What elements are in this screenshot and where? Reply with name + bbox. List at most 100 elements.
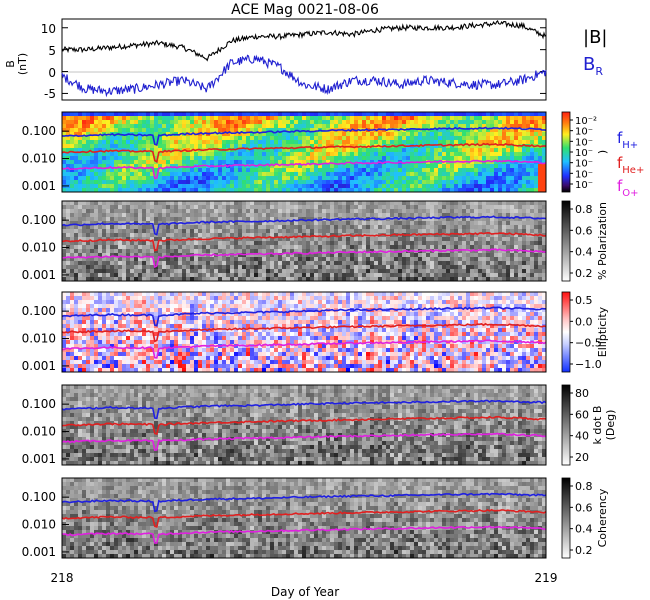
heat-cell [254,160,259,165]
heat-cell [514,221,519,226]
heat-cell [450,241,455,246]
heat-cell [286,233,291,238]
heat-cell [70,184,75,189]
heat-cell [170,184,175,189]
heat-cell [218,221,223,226]
heat-cell [530,152,535,157]
heat-cell [154,213,159,218]
heat-cell [122,201,127,206]
heat-cell [262,201,267,206]
heat-cell [118,152,123,157]
heat-cell [466,233,471,238]
heat-cell [514,241,519,246]
heat-cell [526,156,531,161]
heat-cell [514,136,519,141]
heat-cell [370,269,375,274]
heat-cell [478,237,483,242]
heat-cell [70,164,75,169]
heat-cell [250,225,255,230]
heat-cell [394,168,399,173]
heat-cell [514,164,519,169]
heat-cell [218,160,223,165]
heat-cell [86,188,91,193]
heat-cell [414,269,419,274]
heat-cell [534,277,539,282]
heat-cell [498,237,503,242]
heat-cell [378,184,383,189]
heat-cell [106,184,111,189]
heat-cell [250,156,255,161]
heat-cell [174,144,179,149]
heat-cell [474,253,479,258]
heat-cell [422,221,427,226]
heat-cell [166,160,171,165]
heat-cell [110,128,115,133]
heat-cell [86,136,91,141]
heat-cell [190,209,195,214]
heat-cell [110,180,115,185]
heat-cell [226,245,231,250]
heat-cell [202,176,207,181]
heat-cell [434,184,439,189]
heat-cell [454,201,459,206]
heat-cell [354,273,359,278]
heat-cell [62,164,67,169]
heat-cell [218,237,223,242]
heat-cell [266,233,271,238]
heat-cell [278,257,283,262]
heat-cell [258,168,263,173]
heat-cell [474,120,479,125]
heat-cell [262,176,267,181]
heat-cell [62,320,67,325]
heat-cell [390,201,395,206]
heat-cell [222,229,227,234]
heat-cell [74,233,79,238]
heat-cell [462,249,467,254]
heat-cell [490,233,495,238]
heat-cell [350,140,355,145]
heat-cell [370,253,375,258]
heat-cell [250,116,255,121]
heat-cell [122,221,127,226]
heat-cell [238,273,243,278]
heat-cell [302,205,307,210]
legend-fh-main: f [617,129,623,147]
heat-cell [538,241,543,246]
heat-cell [82,128,87,133]
heat-cell [110,277,115,282]
heat-cell [210,112,215,117]
heat-cell [494,253,499,258]
heat-cell [110,273,115,278]
heat-cell [182,209,187,214]
heat-cell [214,249,219,254]
heat-cell [154,140,159,145]
heat-cell [274,148,279,153]
heat-cell [66,277,71,282]
heat-cell [66,172,71,177]
heat-cell [234,132,239,137]
heat-cell [458,205,463,210]
heat-cell [90,180,95,185]
heat-cell [402,140,407,145]
heat-cell [78,116,83,121]
heat-cell [454,176,459,181]
heat-cell [370,257,375,262]
heat-cell [190,144,195,149]
heat-cell [362,152,367,157]
heat-cell [146,273,151,278]
heat-cell [194,140,199,145]
heat-cell [174,269,179,274]
heat-cell [538,273,543,278]
heat-cell [182,176,187,181]
heat-cell [130,156,135,161]
heat-cell [98,273,103,278]
heat-cell [430,176,435,181]
heat-cell [158,265,163,270]
heat-cell [166,245,171,250]
heat-cell [506,277,511,282]
heat-cell [282,112,287,117]
heat-cell [138,221,143,226]
heat-cell [202,225,207,230]
heat-cell [282,261,287,266]
heat-cell [230,277,235,282]
